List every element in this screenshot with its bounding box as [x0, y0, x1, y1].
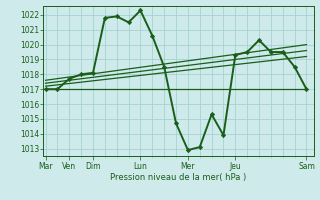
X-axis label: Pression niveau de la mer( hPa ): Pression niveau de la mer( hPa )	[110, 173, 246, 182]
